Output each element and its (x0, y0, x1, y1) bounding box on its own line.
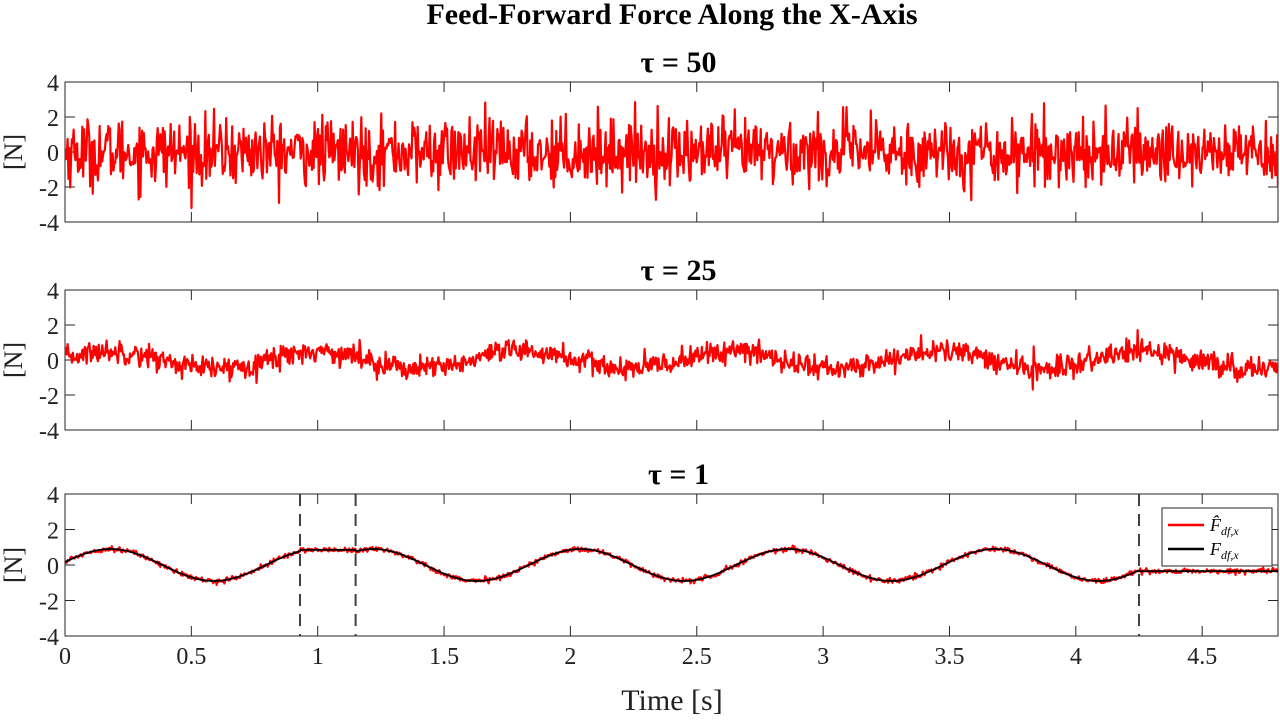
x-tick-label: 4.5 (1187, 644, 1217, 670)
legend-box (1161, 507, 1273, 567)
y-tick-label: 0 (47, 141, 59, 167)
y-axis-label: [N] (0, 134, 28, 170)
y-axis-label: [N] (0, 342, 28, 378)
legend-label: Fdf,x (1209, 539, 1239, 562)
x-tick-label: 0 (59, 644, 71, 670)
series-group (65, 329, 1278, 391)
series-line-2 (65, 548, 1278, 582)
x-tick-label: 1 (312, 644, 324, 670)
y-tick-label: 4 (47, 483, 59, 509)
x-tick-label: 0.5 (176, 644, 206, 670)
y-tick-label: 2 (47, 314, 59, 340)
x-tick-label: 3.5 (934, 644, 964, 670)
y-tick-label: 0 (47, 349, 59, 375)
x-tick-label: 2.5 (682, 644, 712, 670)
x-tick-label: 4 (1070, 644, 1082, 670)
y-axis-label: [N] (0, 547, 28, 583)
y-tick-label: -2 (39, 590, 59, 616)
y-tick-label: 4 (47, 71, 59, 97)
series-line-1 (65, 329, 1278, 391)
panel-1: -4 -2 0 2 4 τ = 50 [N] (0, 46, 1279, 237)
series-group (65, 101, 1278, 210)
x-tick-label: 1.5 (429, 644, 459, 670)
x-tick-label: 3 (817, 644, 829, 670)
panel-title: τ = 25 (641, 254, 717, 287)
y-tick-label: 0 (47, 554, 59, 580)
panel-title: τ = 50 (641, 46, 717, 79)
y-tick-label: -2 (39, 176, 59, 202)
x-axis-label: Time [s] (621, 684, 722, 717)
series-group (65, 544, 1278, 587)
y-tick-label: 2 (47, 106, 59, 132)
y-tick-label: 2 (47, 519, 59, 545)
panel-3: -4 -2 0 2 4 0 0.5 1 1.5 2 2.5 3 3.5 4 4.5 τ = 1 [N] F̂df,… (0, 458, 1279, 670)
y-tick-label: -4 (39, 211, 59, 237)
y-tick-label: 4 (47, 279, 59, 305)
legend-label: F̂df,x (1209, 515, 1239, 538)
panel-title: τ = 1 (648, 458, 709, 491)
x-tick-label: 2 (564, 644, 576, 670)
panels: -4 -2 0 2 4 τ = 50 [N] -4 -2 0 2 4 τ = 25 [N] -4 -2 0 2 4 0… (0, 46, 1279, 670)
panel-2: -4 -2 0 2 4 τ = 25 [N] (0, 254, 1279, 445)
y-tick-label: -2 (39, 384, 59, 410)
axes-box (64, 493, 1279, 637)
series-line-1 (65, 101, 1278, 210)
figure-title: Feed-Forward Force Along the X-Axis (426, 0, 917, 31)
y-tick-label: -4 (39, 419, 59, 445)
y-tick-label: -4 (39, 625, 59, 651)
